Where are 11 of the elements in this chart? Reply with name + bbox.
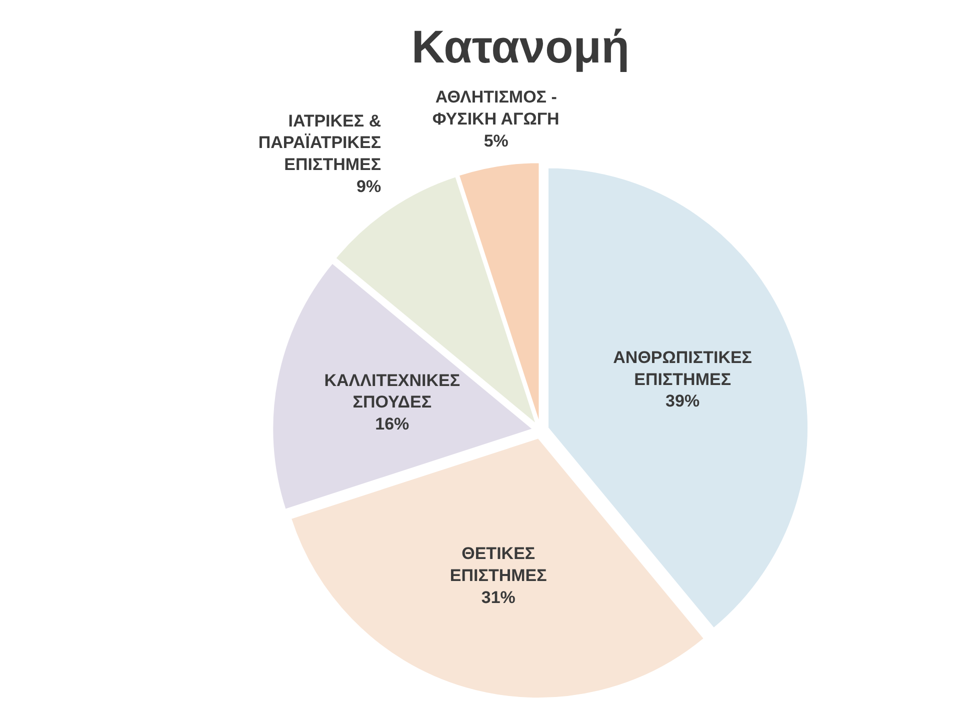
data-label: 39% [666,392,700,411]
slice-label: ΑΝΘΡΩΠΙΣΤΙΚΕΣ ΕΠΙΣΤΗΜΕΣ [613,348,752,389]
data-label: 5% [484,131,508,150]
data-label: 9% [356,176,382,196]
chart-title: Κατανομή [412,20,630,72]
slice-label: ΘΕΤΙΚΕΣ ΕΠΙΣΤΗΜΕΣ [450,544,547,586]
slice-label: ΑΘΛΗΤΙΣΜΟΣ - ΦΥΣΙΚΗ ΑΓΩΓΗ [432,88,560,129]
data-label: 31% [481,588,516,607]
slice-label: ΚΑΛΛΙΤΕΧΝΙΚΕΣ ΣΠΟΥΔΕΣ [324,370,460,412]
data-label: 16% [375,414,410,434]
slice-label: ΙΑΤΡΙΚΕΣ & ΠΑΡΑΪΑΤΡΙΚΕΣ ΕΠΙΣΤΗΜΕΣ [258,111,382,174]
